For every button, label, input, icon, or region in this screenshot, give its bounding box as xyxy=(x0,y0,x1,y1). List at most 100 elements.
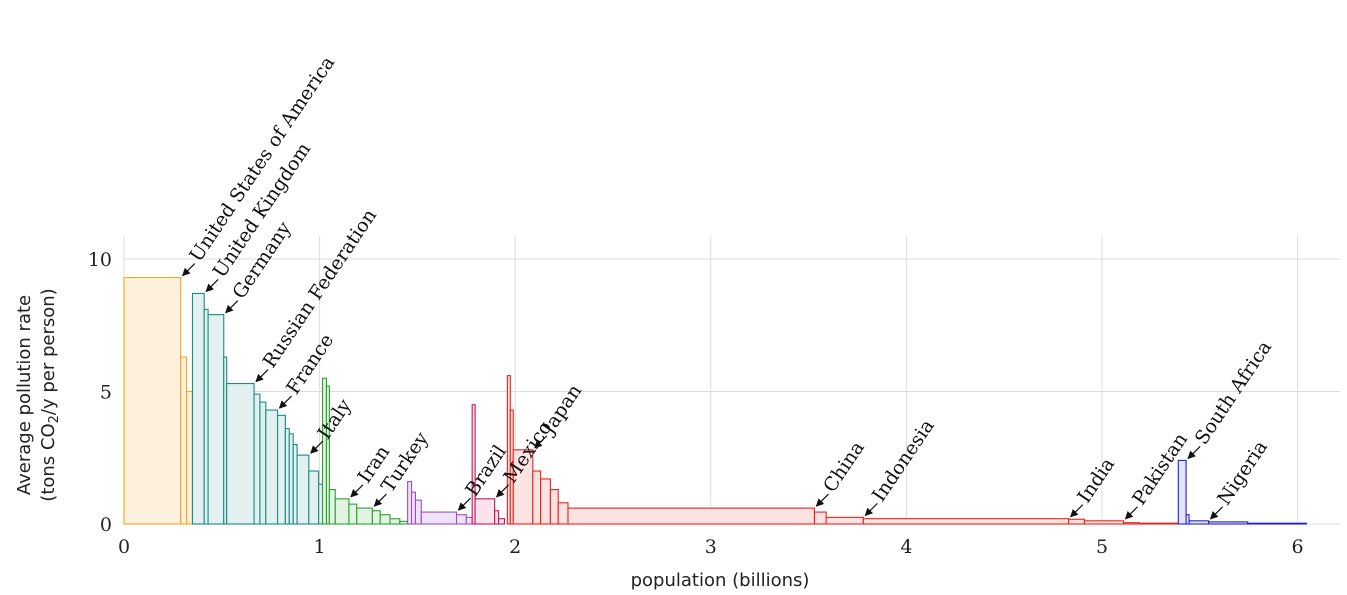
bar-group xyxy=(321,377,409,525)
annotation-arrow xyxy=(350,484,364,498)
y-axis-title: Average pollution rate (tons CO2/y per p… xyxy=(14,288,62,501)
bar xyxy=(414,499,422,525)
y-axis-title-line2: (tons CO2/y per person) xyxy=(38,288,62,501)
bar xyxy=(321,377,327,525)
bar xyxy=(1138,522,1179,525)
annotation-arrow xyxy=(310,440,324,454)
bar xyxy=(318,483,324,525)
annotation: China xyxy=(815,437,869,507)
annotation-arrow xyxy=(1124,506,1138,520)
bar-group xyxy=(123,276,194,525)
annotation-label: Nigeria xyxy=(1213,437,1272,509)
annotation-arrow xyxy=(225,300,239,314)
bar xyxy=(308,470,320,525)
annotation-label: Indonesia xyxy=(868,415,939,505)
y-axis-title-line1: Average pollution rate xyxy=(14,295,35,495)
bar xyxy=(1188,520,1210,525)
annotation-arrow xyxy=(205,279,219,293)
bar xyxy=(532,470,542,525)
bar xyxy=(1247,522,1307,525)
bar xyxy=(348,503,358,525)
annotation: Indonesia xyxy=(864,415,939,517)
bar xyxy=(379,514,391,525)
bar xyxy=(259,401,267,525)
bar xyxy=(540,478,551,525)
x-tick-label: 1 xyxy=(314,536,326,558)
bar xyxy=(813,511,827,525)
annotation-label: South Africa xyxy=(1191,337,1276,449)
bar xyxy=(292,443,298,525)
bar xyxy=(288,433,294,525)
annotation-arrow xyxy=(457,497,471,511)
y-tick-label: 10 xyxy=(88,249,112,271)
bar xyxy=(557,502,569,525)
bar xyxy=(276,414,286,525)
bar xyxy=(226,382,255,525)
x-axis-title: population (billions) xyxy=(631,570,810,591)
annotation-label: United States of America xyxy=(185,52,339,265)
bar xyxy=(455,514,467,525)
bar xyxy=(296,454,310,525)
bar xyxy=(407,481,413,525)
bars xyxy=(123,276,1307,525)
annotation-arrow xyxy=(1187,445,1201,460)
bar xyxy=(498,518,505,525)
bar xyxy=(420,511,458,525)
bar xyxy=(186,390,194,525)
bar xyxy=(1083,520,1125,525)
annotation: Nigeria xyxy=(1209,437,1272,520)
y-tick-label: 5 xyxy=(100,382,112,404)
annotation: India xyxy=(1070,454,1119,518)
annotation-arrow xyxy=(1070,504,1084,518)
annotation: South Africa xyxy=(1187,337,1276,460)
annotation-arrow xyxy=(864,502,878,517)
annotation: Italy xyxy=(310,395,356,454)
x-tick-label: 4 xyxy=(900,536,912,558)
x-tick-label: 3 xyxy=(705,536,717,558)
bar-group xyxy=(1177,459,1307,525)
bar xyxy=(371,510,381,525)
annotation-arrow xyxy=(373,493,387,507)
annotation-arrow xyxy=(815,493,829,507)
bar xyxy=(1185,514,1190,525)
bar xyxy=(471,404,476,525)
bar xyxy=(1177,459,1187,525)
bar xyxy=(191,292,205,525)
bar xyxy=(123,276,182,525)
bar xyxy=(399,520,409,525)
bar xyxy=(284,428,290,525)
bar xyxy=(1208,521,1249,525)
bar xyxy=(474,498,496,525)
bar-group xyxy=(407,481,473,525)
bar xyxy=(253,393,261,525)
annotation-arrow xyxy=(1209,506,1224,520)
bar xyxy=(494,510,500,525)
bar xyxy=(334,498,350,525)
annotation-arrow xyxy=(255,369,269,383)
bar-group xyxy=(506,375,1179,525)
bar xyxy=(825,516,864,525)
x-tick-label: 6 xyxy=(1292,536,1304,558)
bar xyxy=(1068,518,1085,525)
x-tick-label: 2 xyxy=(509,536,521,558)
bar xyxy=(862,518,1070,525)
bar xyxy=(1122,522,1140,525)
y-tick-label: 0 xyxy=(100,514,112,536)
x-tick-label: 5 xyxy=(1096,536,1108,558)
bar xyxy=(207,314,225,525)
annotation-arrow xyxy=(278,395,292,409)
x-ticks: 0 1 2 3 4 5 6 xyxy=(118,536,1304,558)
bar xyxy=(410,491,416,525)
annotation-arrow xyxy=(534,435,548,449)
bar xyxy=(325,385,330,525)
bar xyxy=(180,356,188,525)
x-tick-label: 0 xyxy=(118,536,130,558)
annotation-label: Japan xyxy=(536,380,586,439)
bar xyxy=(328,488,336,525)
annotation-label: China xyxy=(819,437,869,496)
bar xyxy=(465,516,473,525)
bar xyxy=(356,507,373,525)
bar xyxy=(567,507,816,525)
